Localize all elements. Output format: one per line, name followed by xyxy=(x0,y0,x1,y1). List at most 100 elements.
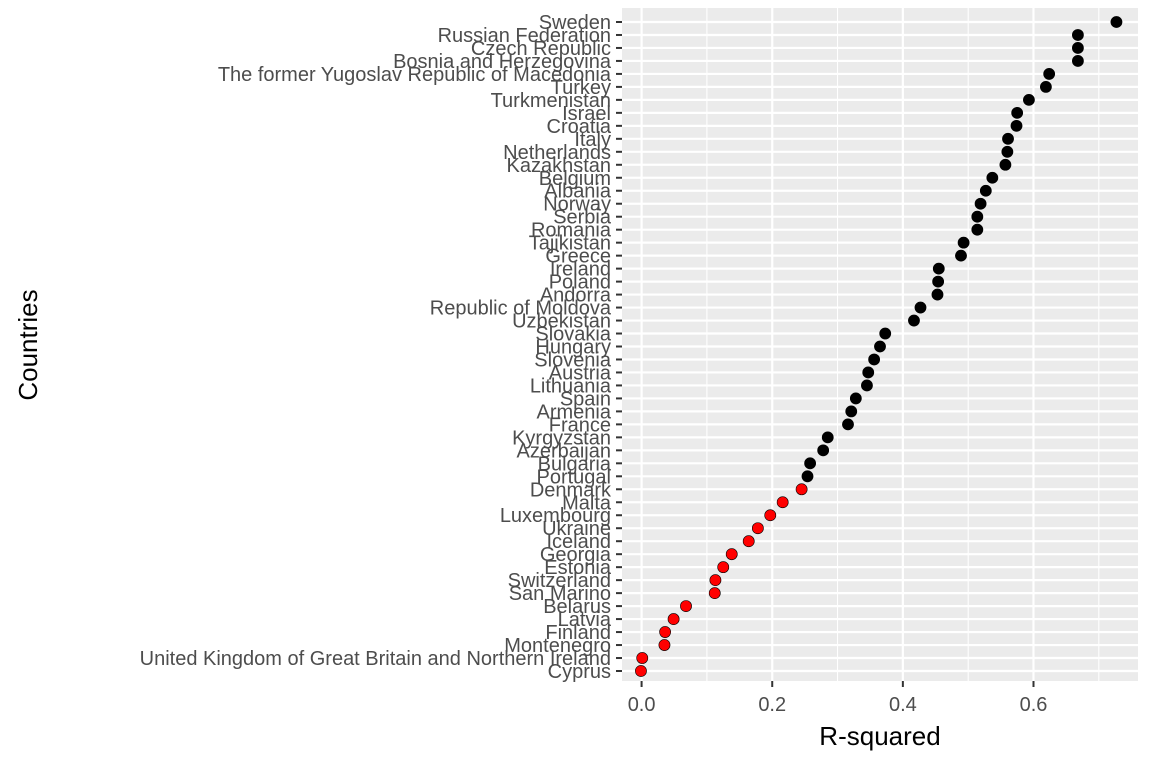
y-tick-label: Slovenia xyxy=(534,349,612,371)
data-point xyxy=(868,353,881,366)
data-point xyxy=(862,366,875,379)
data-point xyxy=(1001,145,1014,158)
y-tick-label: Andorra xyxy=(540,285,612,307)
data-point xyxy=(795,483,808,496)
data-point xyxy=(979,184,992,197)
y-tick-label: Montenegro xyxy=(504,635,611,657)
y-tick-label: Estonia xyxy=(544,557,612,579)
y-tick-label: United Kingdom of Great Britain and Nort… xyxy=(140,648,611,670)
x-tick-label: 0.6 xyxy=(1020,694,1048,716)
data-point xyxy=(1010,119,1023,132)
data-point xyxy=(932,275,945,288)
y-tick-label: Switzerland xyxy=(508,570,611,592)
y-tick-label: Bosnia and Herzegovina xyxy=(393,51,612,73)
major-gridlines xyxy=(622,8,1138,681)
y-tick-label: Turkmenistan xyxy=(491,90,611,112)
data-point xyxy=(636,652,649,664)
data-point xyxy=(751,522,764,535)
data-point xyxy=(658,639,671,651)
y-tick-label: Uzbekistan xyxy=(512,311,611,333)
y-tick-label: The former Yugoslav Republic of Macedoni… xyxy=(218,64,612,86)
x-tick-label: 0.0 xyxy=(628,694,656,716)
y-tick-label: Kyrgyzstan xyxy=(512,427,611,449)
data-point xyxy=(845,405,858,418)
y-tick-label: Poland xyxy=(549,272,611,294)
y-tick-label: Belarus xyxy=(543,596,611,618)
y-tick-label: Austria xyxy=(549,362,612,384)
y-tick-label: Iceland xyxy=(547,531,612,553)
y-tick-label: Malta xyxy=(562,492,612,514)
y-tick-label: Georgia xyxy=(540,544,612,566)
data-point xyxy=(971,210,984,223)
y-tick-label: Romania xyxy=(531,220,612,242)
y-tick-label: San Marino xyxy=(509,583,611,605)
data-point xyxy=(709,574,722,587)
data-point xyxy=(817,444,830,457)
data-point xyxy=(957,236,970,249)
data-point xyxy=(842,418,854,431)
data-point xyxy=(635,665,647,677)
y-tick-label: Israel xyxy=(562,103,611,125)
y-tick-label: Norway xyxy=(543,194,611,216)
data-point xyxy=(725,548,738,561)
y-tick-label: Netherlands xyxy=(503,142,611,164)
data-point xyxy=(1043,68,1056,80)
y-tick-label: France xyxy=(549,414,611,436)
data-point xyxy=(874,340,886,353)
y-tick-label: Latvia xyxy=(558,609,612,631)
y-tick-label: Turkey xyxy=(551,77,611,99)
y-tick-label: Portugal xyxy=(537,466,612,488)
y-tick-label: Ukraine xyxy=(542,518,611,540)
x-axis-title: R-squared xyxy=(819,721,940,751)
data-point xyxy=(1072,42,1084,54)
data-point xyxy=(1110,16,1123,28)
y-tick-label: Luxembourg xyxy=(500,505,611,527)
y-tick-label: Tajikistan xyxy=(529,233,611,255)
data-point xyxy=(801,470,814,483)
y-tick-label: Italy xyxy=(574,129,611,151)
y-tick-label: Bulgaria xyxy=(538,453,612,475)
data-point xyxy=(1002,132,1014,145)
y-tick-label: Republic of Moldova xyxy=(430,298,612,320)
y-tick-label: Greece xyxy=(545,246,611,268)
data-point xyxy=(1072,29,1084,41)
data-point xyxy=(861,379,873,392)
data-point xyxy=(999,158,1012,171)
data-point xyxy=(932,262,945,275)
data-point xyxy=(764,509,777,522)
data-point xyxy=(667,613,680,625)
y-tick-label: Denmark xyxy=(530,479,612,501)
y-tick-label: Ireland xyxy=(550,259,611,281)
data-point xyxy=(680,600,692,612)
y-axis-title: Countries xyxy=(13,289,43,400)
data-point xyxy=(908,314,920,327)
y-tick-label: Finland xyxy=(545,622,611,644)
data-point xyxy=(849,392,862,405)
data-point xyxy=(742,535,755,548)
y-tick-label: Cyprus xyxy=(548,661,611,683)
data-point xyxy=(974,197,987,210)
data-point xyxy=(986,171,999,184)
y-tick-label: Belgium xyxy=(539,168,611,190)
data-point xyxy=(971,223,984,236)
data-point xyxy=(821,431,834,444)
data-point xyxy=(717,561,730,574)
y-tick-label: Czech Republic xyxy=(471,38,611,60)
y-tick-label: Armenia xyxy=(537,401,612,423)
y-tick-label: Spain xyxy=(560,388,611,410)
data-point xyxy=(879,327,892,340)
data-point xyxy=(804,457,817,470)
y-tick-label: Hungary xyxy=(535,337,611,359)
y-tick-label: Kazakhstan xyxy=(506,155,611,177)
y-tick-label: Azerbaijan xyxy=(516,440,611,462)
x-tick-label: 0.2 xyxy=(758,694,786,716)
x-axis: 0.0 0.2 0.4 0.6 xyxy=(628,681,1048,716)
y-tick-label: Albania xyxy=(544,181,612,203)
data-point xyxy=(1040,81,1052,93)
data-point xyxy=(776,496,789,509)
minor-gridlines xyxy=(706,8,1100,681)
data-point xyxy=(708,587,721,600)
y-tick-label: Sweden xyxy=(539,12,611,34)
